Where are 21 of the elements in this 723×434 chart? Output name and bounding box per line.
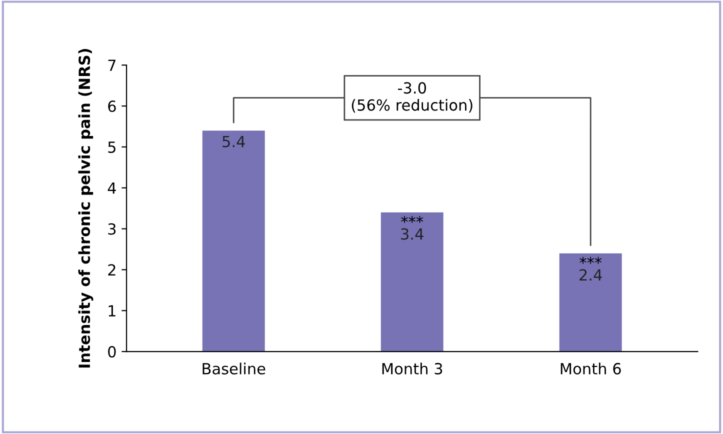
bar — [559, 253, 622, 352]
data-label: 3.4 — [401, 228, 424, 240]
x-tick-label: Baseline — [202, 362, 266, 374]
bar — [380, 212, 444, 352]
y-tick-label: 1 — [108, 305, 116, 316]
y-tick-label: 7 — [108, 60, 116, 71]
data-label: 5.4 — [222, 136, 245, 148]
y-tick-label: 5 — [108, 142, 116, 153]
x-tick-label: Month 3 — [382, 362, 442, 374]
annotation: -3.0 (56% reduction) — [352, 82, 472, 113]
x-tick-label: Month 6 — [560, 362, 621, 374]
annotation: *** — [580, 256, 602, 264]
y-tick-label: 2 — [108, 264, 116, 276]
data-label: 2.4 — [580, 269, 602, 280]
annotation: *** — [401, 216, 424, 223]
y-tick-label: 6 — [108, 100, 116, 112]
y-tick-label: 3 — [108, 223, 116, 235]
bar — [202, 130, 265, 352]
y-tick-label: 0 — [108, 346, 116, 358]
y-tick-label: 4 — [108, 182, 116, 194]
y-axis-title: Intensity of chronic pelvic pain (NRS) — [78, 49, 94, 368]
